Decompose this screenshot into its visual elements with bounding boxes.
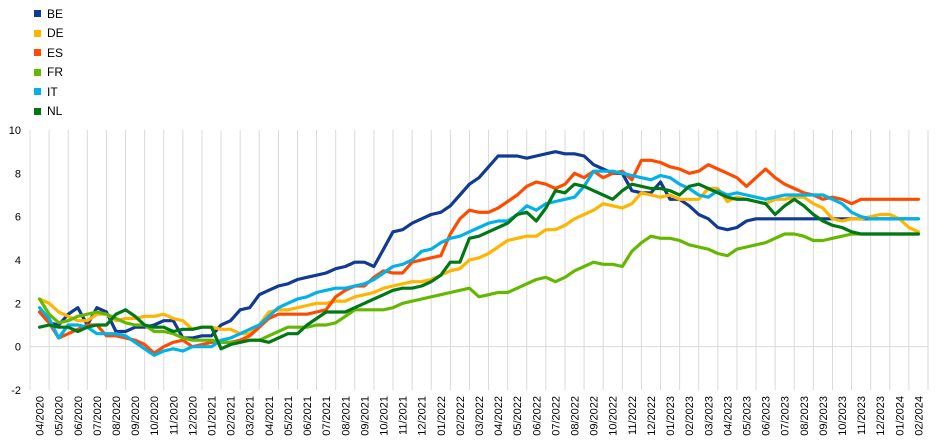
x-tick-label: 05/2023	[741, 396, 753, 436]
x-tick-label: 12/2022	[646, 396, 658, 436]
x-tick-label: 08/2021	[340, 396, 352, 436]
x-tick-label: 08/2022	[570, 396, 582, 436]
legend-item-de: DE	[34, 24, 64, 44]
legend-swatch	[34, 49, 41, 57]
y-tick-label: 8	[15, 168, 21, 180]
x-tick-label: 06/2020	[73, 396, 85, 436]
x-tick-label: 08/2020	[111, 396, 123, 436]
x-tick-label: 04/2020	[35, 396, 47, 436]
x-tick-label: 02/2024	[913, 396, 925, 436]
x-tick-label: 12/2023	[875, 396, 887, 436]
x-tick-label: 10/2023	[837, 396, 849, 436]
x-tick-label: 09/2020	[130, 396, 142, 436]
x-tick-label: 02/2023	[684, 396, 696, 436]
x-tick-label: 04/2021	[264, 396, 276, 436]
x-tick-label: 02/2021	[226, 396, 238, 436]
x-tick-label: 11/2020	[168, 396, 180, 435]
x-tick-label: 11/2022	[627, 396, 639, 435]
y-tick-label: 2	[15, 298, 21, 310]
x-tick-label: 12/2020	[187, 396, 199, 436]
series-line-be	[37, 150, 921, 340]
x-tick-label: 06/2021	[302, 396, 314, 436]
x-tick-label: 11/2023	[856, 396, 868, 435]
legend-label: IT	[47, 84, 58, 99]
x-tick-label: 05/2020	[54, 396, 66, 436]
y-tick-label: 10	[9, 125, 21, 137]
legend-label: NL	[47, 104, 63, 119]
series-line-nl	[37, 182, 921, 351]
legend-swatch	[34, 88, 41, 96]
x-tick-label: 10/2022	[608, 396, 620, 436]
chart-legend: BE DE ES FR IT NL	[34, 4, 64, 121]
x-tick-label: 08/2023	[799, 396, 811, 436]
legend-swatch	[34, 107, 41, 115]
legend-item-nl: NL	[34, 102, 64, 122]
legend-item-be: BE	[34, 4, 64, 24]
x-tick-label: 05/2021	[283, 396, 295, 436]
x-tick-label: 03/2021	[245, 396, 257, 436]
legend-label: ES	[47, 45, 64, 60]
series-line-es	[37, 158, 921, 355]
x-tick-label: 03/2022	[474, 396, 486, 436]
x-tick-label: 02/2022	[455, 396, 467, 436]
x-tick-label: 03/2023	[703, 396, 715, 436]
x-tick-label: 09/2023	[818, 396, 830, 436]
x-tick-label: 04/2023	[722, 396, 734, 436]
x-tick-label: 01/2024	[894, 396, 906, 436]
x-tick-label: 05/2022	[512, 396, 524, 436]
x-tick-label: 07/2020	[92, 396, 104, 436]
legend-swatch	[34, 10, 41, 18]
x-tick-label: 11/2021	[398, 396, 410, 435]
legend-label: DE	[47, 26, 64, 41]
legend-item-es: ES	[34, 43, 64, 63]
y-tick-label: -2	[11, 385, 21, 397]
x-tick-label: 07/2022	[550, 396, 562, 436]
legend-swatch	[34, 68, 41, 76]
y-tick-label: 4	[15, 255, 21, 267]
x-tick-label: 01/2023	[665, 396, 677, 436]
series-line-fr	[37, 232, 921, 344]
x-tick-label: 06/2023	[761, 396, 773, 436]
x-tick-label: 10/2020	[149, 396, 161, 436]
x-tick-label: 01/2021	[207, 396, 219, 436]
x-tick-label: 10/2021	[378, 396, 390, 436]
x-tick-label: 09/2022	[589, 396, 601, 436]
series-line-de	[37, 186, 921, 336]
series-line-it	[37, 169, 921, 357]
x-tick-label: 07/2021	[321, 396, 333, 436]
legend-label: FR	[47, 65, 63, 80]
legend-item-fr: FR	[34, 63, 64, 83]
x-tick-label: 04/2022	[493, 396, 505, 436]
legend-label: BE	[47, 6, 64, 21]
legend-swatch	[34, 29, 41, 37]
legend-item-it: IT	[34, 82, 64, 102]
y-tick-label: 6	[15, 212, 21, 224]
x-tick-label: 09/2021	[359, 396, 371, 436]
x-tick-label: 12/2021	[417, 396, 429, 436]
x-tick-label: 01/2022	[436, 396, 448, 436]
x-tick-label: 07/2023	[780, 396, 792, 436]
y-tick-label: 0	[15, 342, 21, 354]
x-tick-label: 06/2022	[531, 396, 543, 436]
